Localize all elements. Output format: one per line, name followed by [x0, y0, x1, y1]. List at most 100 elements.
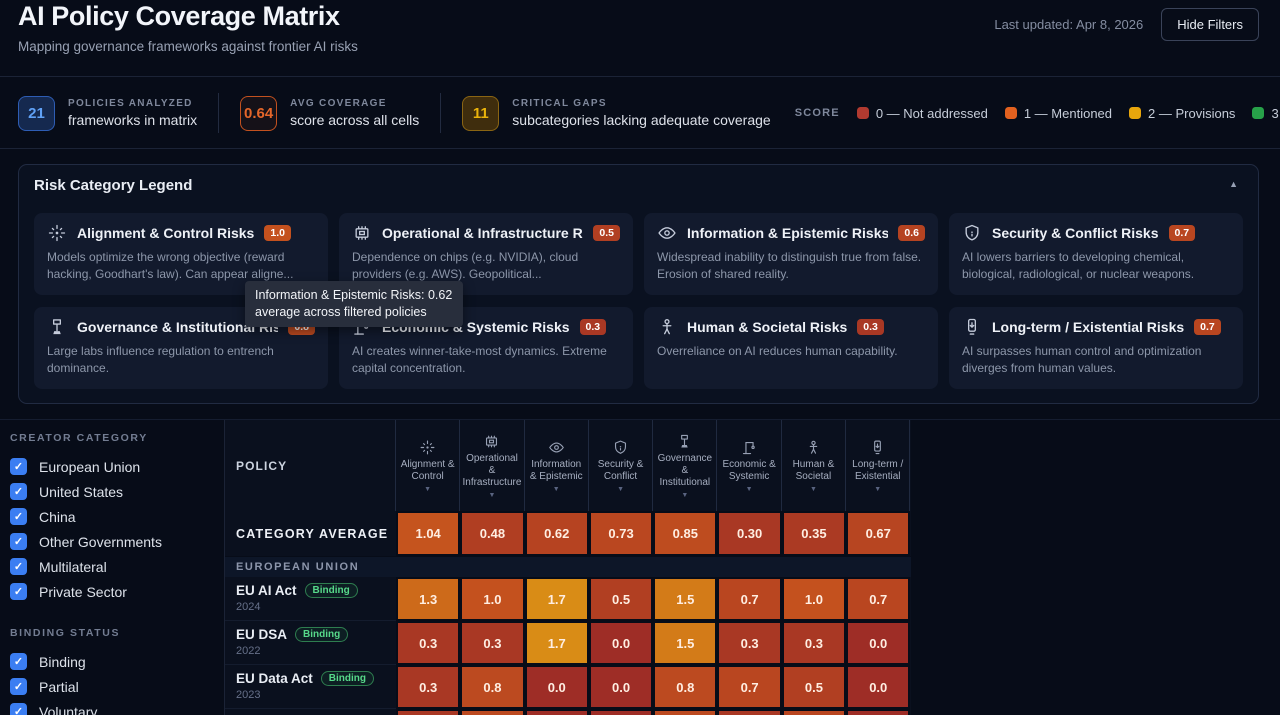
matrix-cell[interactable]: 1.3 [396, 577, 461, 621]
matrix-cell[interactable]: 0.8 [653, 709, 718, 715]
matrix-cell[interactable]: 0.7 [717, 577, 782, 621]
checkbox-china[interactable]: ✓ [10, 508, 27, 525]
matrix-cell[interactable]: 0.3 [396, 621, 461, 665]
matrix-cell[interactable]: 1.7 [524, 577, 589, 621]
filter-option-label: United States [39, 483, 124, 500]
filter-option-other-governments[interactable]: ✓ Other Governments [10, 529, 214, 554]
risk-card-description: Overreliance on AI reduces human capabil… [657, 344, 898, 358]
filter-option-partial[interactable]: ✓ Partial [10, 674, 214, 699]
matrix-cell[interactable]: 0.7 [846, 577, 911, 621]
matrix-cell[interactable]: 1.0 [460, 577, 525, 621]
matrix-cell[interactable]: 0.8 [460, 709, 525, 715]
matrix-cell[interactable]: 1.5 [653, 577, 718, 621]
checkbox-united-states[interactable]: ✓ [10, 483, 27, 500]
policy-column-header: POLICY [225, 420, 396, 511]
filter-option-united-states[interactable]: ✓ United States [10, 479, 214, 504]
filter-option-private-sector[interactable]: ✓ Private Sector [10, 579, 214, 604]
divider [440, 93, 442, 133]
risk-avg-badge: 0.7 [1168, 225, 1196, 241]
filter-option-multilateral[interactable]: ✓ Multilateral [10, 554, 214, 579]
matrix-cell[interactable]: 0.0 [846, 665, 911, 709]
policy-year: 2024 [236, 601, 261, 613]
matrix-cell[interactable]: 1.04 [396, 511, 461, 556]
column-header-alignment-control[interactable]: Alignment & Control ▼ [396, 420, 461, 511]
checkbox-other-governments[interactable]: ✓ [10, 533, 27, 550]
filter-option-european-union[interactable]: ✓ European Union [10, 454, 214, 479]
matrix-cell[interactable]: 0.0 [846, 621, 911, 665]
score-legend-item: 2 — Provisions [1129, 106, 1235, 121]
matrix-cell[interactable]: 0.8 [460, 665, 525, 709]
filter-option-label: Private Sector [39, 583, 127, 600]
risk-card-economic-systemic[interactable]: Economic & Systemic Risks 0.3 AI creates w… [339, 307, 633, 389]
risk-card-human-societal[interactable]: Human & Societal Risks 0.3 Overreliance on… [644, 307, 938, 389]
risk-card-security-conflict[interactable]: Security & Conflict Risks 0.7 AI lowers ba… [949, 213, 1243, 295]
checkbox-binding[interactable]: ✓ [10, 653, 27, 670]
matrix-cell[interactable]: 0.3 [396, 709, 461, 715]
matrix-cell[interactable]: 0.0 [588, 709, 654, 715]
collapse-legend-chevron-icon[interactable]: ▲ [1225, 175, 1242, 193]
risk-card-information-epistemic[interactable]: Information & Epistemic Risks 0.6 Widespre… [644, 213, 938, 295]
checkbox-european-union[interactable]: ✓ [10, 458, 27, 475]
filter-option-binding[interactable]: ✓ Binding [10, 649, 214, 674]
matrix-cell[interactable]: 0.0 [588, 665, 654, 709]
risk-card-governance-institutional[interactable]: Governance & Institutional Risks 0.8 Large… [34, 307, 328, 389]
matrix-cell[interactable]: 0.0 [588, 621, 654, 665]
filter-option-label: Other Governments [39, 533, 162, 550]
matrix-cell[interactable]: 0.48 [460, 511, 525, 556]
filter-option-china[interactable]: ✓ China [10, 504, 214, 529]
risk-card-title: Governance & Institutional Risks [77, 319, 279, 335]
column-header-label: Governance & Institutional [657, 452, 713, 488]
column-header-label: Information & Epistemic [529, 458, 583, 482]
risk-card-long-term-existential[interactable]: Long-term / Existential Risks 0.7 AI surpa… [949, 307, 1243, 389]
matrix-cell[interactable]: 0.7 [717, 665, 782, 709]
matrix-cell[interactable]: 0.3 [396, 665, 461, 709]
column-header-long-term-existential[interactable]: Long-term / Existential ▼ [846, 420, 911, 511]
score-dot [1252, 107, 1265, 119]
matrix-cell[interactable]: 0.0 [524, 665, 589, 709]
matrix-cell[interactable]: 1.0 [781, 577, 847, 621]
risk-card-alignment-control[interactable]: Alignment & Control Risks 1.0 Models optim… [34, 213, 328, 295]
matrix-cell[interactable]: 0.5 [781, 665, 847, 709]
column-header-information-epistemic[interactable]: Information & Epistemic ▼ [525, 420, 589, 511]
score-dot [1129, 107, 1142, 119]
column-header-security-conflict[interactable]: Security & Conflict ▼ [589, 420, 654, 511]
crosshair-icon [419, 439, 436, 456]
matrix-cell[interactable]: 1.5 [653, 621, 718, 665]
stat-policies-analyzed: 21 POLICIES ANALYZED frameworks in matrix [18, 95, 197, 131]
matrix-cell[interactable]: 0.67 [846, 511, 911, 556]
matrix-cell[interactable]: 0.3 [781, 621, 847, 665]
matrix-cell[interactable]: 0.3 [717, 709, 782, 715]
policy-row-label: EU AI Act Binding 2024 [225, 577, 396, 621]
matrix-cell[interactable]: 0.5 [588, 577, 654, 621]
column-header-governance-institutional[interactable]: Governance & Institutional ▼ [653, 420, 718, 511]
hide-filters-button[interactable]: Hide Filters [1161, 8, 1259, 41]
score-legend-title: SCORE [794, 107, 840, 119]
risk-card-description: Widespread inability to distinguish true… [657, 250, 922, 281]
matrix-cell[interactable]: 0.73 [588, 511, 654, 556]
checkbox-private-sector[interactable]: ✓ [10, 583, 27, 600]
matrix-cell[interactable]: 0.3 [717, 621, 782, 665]
matrix-cell[interactable]: 0.35 [781, 511, 847, 556]
last-updated-text: Last updated: Apr 8, 2026 [994, 17, 1144, 32]
filter-option-voluntary[interactable]: ✓ Voluntary [10, 699, 214, 715]
column-header-human-societal[interactable]: Human & Societal ▼ [782, 420, 847, 511]
matrix-cell[interactable]: 0.0 [846, 709, 911, 715]
matrix-cell[interactable]: 0.3 [460, 621, 525, 665]
matrix-cell[interactable]: 0.85 [653, 511, 718, 556]
matrix-cell[interactable]: 0.0 [524, 709, 589, 715]
matrix-cell[interactable]: 1.7 [524, 621, 589, 665]
matrix-cell[interactable]: 0.7 [781, 709, 847, 715]
column-header-economic-systemic[interactable]: Economic & Systemic ▼ [717, 420, 782, 511]
checkbox-partial[interactable]: ✓ [10, 678, 27, 695]
matrix-cell[interactable]: 0.30 [717, 511, 782, 556]
page-title: AI Policy Coverage Matrix [18, 1, 340, 31]
policy-name-line: EU AI Act Binding [236, 583, 392, 598]
matrix-cell[interactable]: 0.8 [653, 665, 718, 709]
checkbox-multilateral[interactable]: ✓ [10, 558, 27, 575]
checkbox-voluntary[interactable]: ✓ [10, 703, 27, 715]
policy-year: 2023 [236, 689, 261, 701]
matrix-cell[interactable]: 0.62 [524, 511, 589, 556]
sort-arrow-icon: ▼ [745, 485, 753, 493]
policy-name-line: EU Data Act Binding [236, 671, 392, 686]
column-header-operational-infrastructure[interactable]: Operational & Infrastructure ▼ [460, 420, 525, 511]
